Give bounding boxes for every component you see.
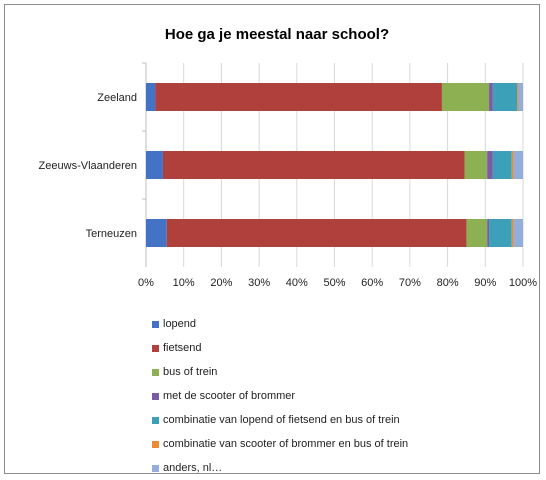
x-tick-label: 0% [138, 277, 154, 289]
x-tick-label: 30% [248, 277, 270, 289]
bar-segment [146, 219, 167, 247]
bar-segment [466, 219, 488, 247]
bar-segment [517, 83, 519, 111]
chart-canvas: Hoe ga je meestal naar school? ZeelandZe… [39, 26, 538, 289]
bar-segment [489, 83, 493, 111]
legend-item: bus of trein [152, 360, 408, 384]
legend-item: lopend [152, 312, 408, 336]
legend: lopend fietsend bus of trein met de scooter… [152, 312, 408, 480]
bar-segment [492, 151, 512, 179]
bar-segment [511, 219, 514, 247]
bar-segment [162, 151, 465, 179]
bar-segment [511, 151, 514, 179]
bar-segment [513, 151, 523, 179]
bars [146, 83, 523, 247]
category-label: Terneuzen [86, 228, 137, 240]
x-tick-label: 80% [437, 277, 459, 289]
bar-segment [487, 219, 490, 247]
legend-item: combinatie van lopend of fietsend en bus… [152, 408, 408, 432]
bar-segment [518, 83, 523, 111]
x-tick-label: 60% [361, 277, 383, 289]
legend-label: lopend [163, 318, 197, 330]
legend-label: bus of trein [163, 366, 218, 378]
bar-segment [487, 151, 493, 179]
chart-title: Hoe ga je meestal naar school? [165, 26, 389, 43]
legend-label: combinatie van lopend of fietsend en bus… [163, 414, 400, 426]
legend-swatch [152, 344, 159, 352]
legend-swatch [152, 440, 159, 448]
legend-swatch [152, 464, 159, 472]
bar-segment [464, 151, 488, 179]
legend-label: met de scooter of brommer [163, 390, 296, 402]
legend-label: fietsend [163, 342, 202, 354]
x-tick-label: 90% [474, 277, 496, 289]
legend-item: combinatie van scooter of brommer en bus… [152, 432, 408, 456]
chart-frame: Hoe ga je meestal naar school? Zeeland Ze… [4, 4, 540, 474]
legend-item: fietsend [152, 336, 408, 360]
legend-swatch [152, 368, 159, 376]
legend-label: anders, nl… [163, 462, 223, 474]
legend-item: met de scooter of brommer [152, 384, 408, 408]
bar-segment [155, 83, 442, 111]
legend-swatch [152, 416, 159, 424]
bar-segment [489, 219, 512, 247]
bar-segment [166, 219, 467, 247]
x-tick-label: 10% [173, 277, 195, 289]
bar-segment [146, 83, 156, 111]
x-tick-label: 50% [323, 277, 345, 289]
legend-item: anders, nl… [152, 456, 408, 480]
bar-segment [146, 151, 163, 179]
bar-segment [513, 219, 523, 247]
legend-swatch [152, 392, 159, 400]
x-tick-labels: 0% 10% 20% 30% 40% 50% 60% 70% 80% 90% 100% [138, 277, 537, 289]
legend-swatch [152, 320, 159, 328]
category-label: Zeeland [97, 92, 137, 104]
legend-label: combinatie van scooter of brommer en bus… [163, 438, 409, 450]
x-tick-label: 40% [286, 277, 308, 289]
x-tick-label: 20% [210, 277, 232, 289]
bar-segment [441, 83, 490, 111]
bar-segment [492, 83, 518, 111]
category-label: Zeeuws-Vlaanderen [39, 160, 137, 172]
category-labels: Zeeland Zeeuws-Vlaanderen Terneuzen [39, 92, 137, 240]
x-tick-label: 100% [509, 277, 537, 289]
x-tick-label: 70% [399, 277, 421, 289]
